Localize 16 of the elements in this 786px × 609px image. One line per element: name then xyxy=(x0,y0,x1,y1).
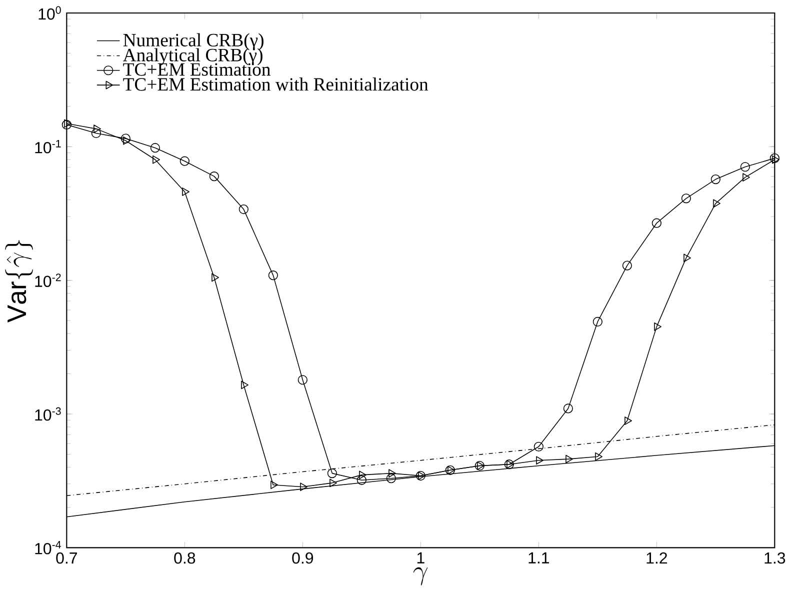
y-tick-label: 10$^{-2}$ xyxy=(35,274,61,288)
y-tick-label: 10$^{-3}$ xyxy=(35,407,61,421)
x-tick-label: 1.2 xyxy=(646,552,667,564)
y-tick-label: 10$^{-1}$ xyxy=(35,140,61,154)
x-axis-title: $\gamma$ xyxy=(413,567,428,586)
x-tick-label: 0.9 xyxy=(292,552,314,564)
x-tick-label: 1 xyxy=(417,552,424,564)
legend-label: TC+EM Estimation xyxy=(123,63,270,76)
x-tick-label: 1.3 xyxy=(764,552,786,564)
legend-label: TC+EM Estimation with Reinitialization xyxy=(123,78,428,91)
legend-label: Analytical CRB(γ) xyxy=(123,48,262,66)
x-tick-label: 0.7 xyxy=(56,552,77,564)
y-tick-label: 10$^{0}$ xyxy=(38,6,61,20)
x-tick-label: 1.1 xyxy=(528,552,549,564)
y-axis-title: $\mathrm{Var}\{\hat{\gamma}\}$ xyxy=(5,240,33,323)
x-tick-label: 0.8 xyxy=(174,552,196,564)
